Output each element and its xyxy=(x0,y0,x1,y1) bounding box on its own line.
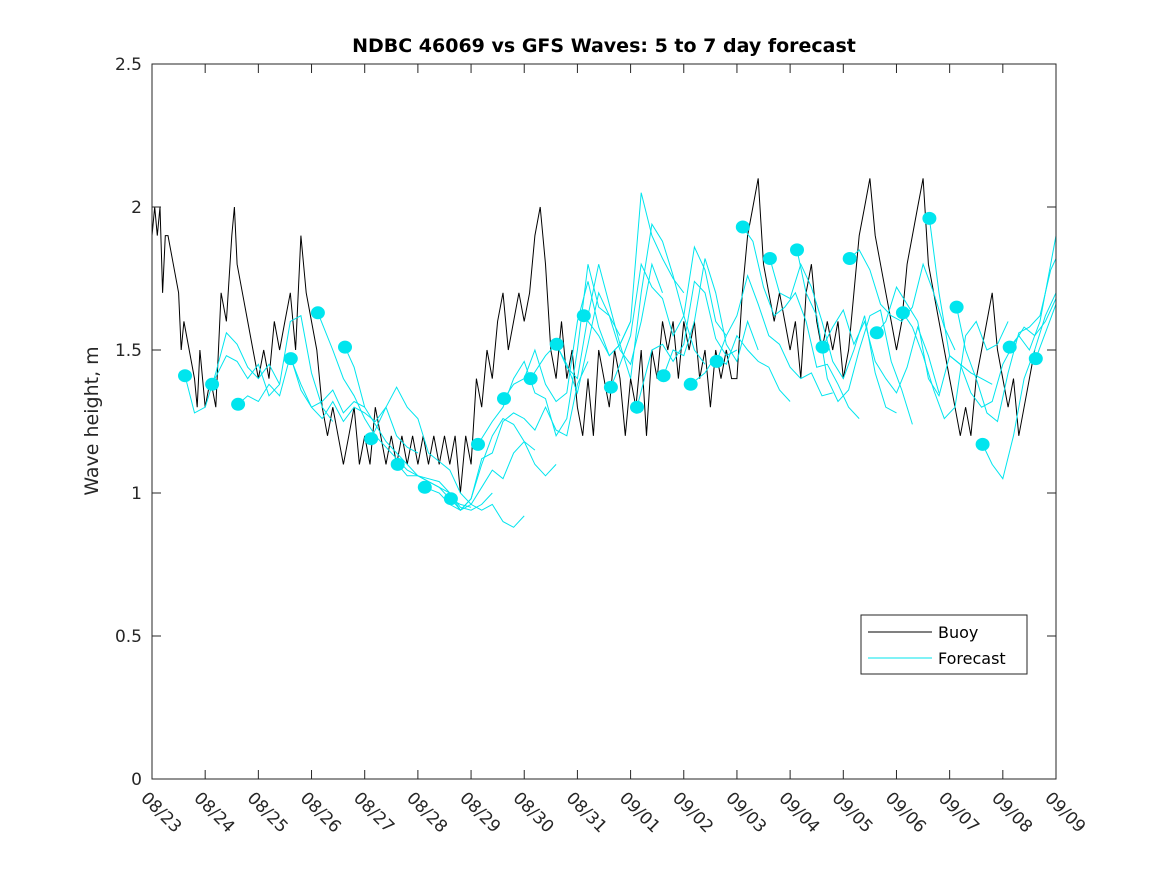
forecast-marker xyxy=(178,369,192,383)
forecast-run-line-26 xyxy=(902,312,1009,420)
forecast-marker xyxy=(549,337,564,351)
series-layer xyxy=(151,178,1057,528)
y-tick-label: 2 xyxy=(131,198,142,218)
forecast-marker xyxy=(656,369,671,383)
forecast-run-line-31 xyxy=(1035,304,1057,359)
forecast-marker xyxy=(1002,340,1017,354)
forecast-marker xyxy=(603,380,618,394)
buoy-series-line xyxy=(151,178,1036,494)
forecast-run-line-15 xyxy=(610,245,727,388)
forecast-marker xyxy=(735,220,750,234)
forecast-marker xyxy=(630,400,644,414)
forecast-run-line-17 xyxy=(663,258,759,376)
forecast-marker xyxy=(683,377,698,391)
forecast-marker xyxy=(471,437,485,451)
forecast-run-line-29 xyxy=(982,292,1057,480)
forecast-run-line-7 xyxy=(397,440,536,511)
forecast-run-line-0 xyxy=(184,331,281,414)
forecast-run-line-14 xyxy=(583,222,706,379)
forecast-run-line-30 xyxy=(1009,235,1057,352)
forecast-run-line-3 xyxy=(290,358,419,454)
y-axis-label: Wave height, m xyxy=(81,346,103,495)
forecast-marker xyxy=(417,480,432,494)
legend: Buoy Forecast xyxy=(860,614,1028,675)
forecast-marker xyxy=(842,252,857,265)
forecast-marker xyxy=(390,457,405,471)
forecast-marker xyxy=(709,354,724,368)
forecast-marker xyxy=(338,340,352,354)
forecast-run-line-9 xyxy=(450,361,589,511)
forecast-marker xyxy=(1028,352,1043,366)
forecast-marker xyxy=(815,340,830,354)
forecast-marker xyxy=(790,243,804,257)
y-tick-label: 0.5 xyxy=(115,627,142,647)
forecast-run-line-6 xyxy=(370,386,525,528)
forecast-marker xyxy=(523,372,538,386)
forecast-run-line-24 xyxy=(849,249,956,351)
forecast-marker xyxy=(310,306,325,320)
forecast-marker xyxy=(949,300,964,314)
forecast-marker xyxy=(205,377,220,391)
forecast-marker xyxy=(762,252,777,265)
axes-box xyxy=(151,63,1057,780)
legend-label-forecast: Forecast xyxy=(938,649,1006,668)
legend-label-buoy: Buoy xyxy=(938,623,978,642)
forecast-run-line-2 xyxy=(237,353,365,414)
forecast-marker xyxy=(975,437,990,451)
y-tick-label: 2.5 xyxy=(115,55,142,75)
legend-box xyxy=(860,614,1028,675)
forecast-marker xyxy=(443,492,458,506)
forecast-marker xyxy=(576,309,591,323)
forecast-run-line-25 xyxy=(876,285,993,398)
chart-title: NDBC 46069 vs GFS Waves: 5 to 7 day fore… xyxy=(352,35,856,57)
forecast-marker xyxy=(497,392,511,406)
forecast-marker xyxy=(922,211,937,225)
forecast-marker xyxy=(895,306,910,320)
y-tick-label: 1.5 xyxy=(115,341,142,361)
forecast-run-line-16 xyxy=(636,280,738,408)
y-tick-label: 1 xyxy=(131,484,142,504)
forecast-run-line-22 xyxy=(796,249,913,425)
forecast-marker xyxy=(231,397,246,411)
forecast-run-line-18 xyxy=(690,334,791,402)
y-tick-label: 0 xyxy=(131,770,142,790)
forecast-marker xyxy=(869,326,884,340)
forecast-run-line-21 xyxy=(769,258,897,414)
forecast-marker xyxy=(283,352,298,366)
forecast-run-line-19 xyxy=(716,273,833,397)
forecast-marker xyxy=(364,432,379,446)
forecast-run-line-20 xyxy=(742,226,860,419)
